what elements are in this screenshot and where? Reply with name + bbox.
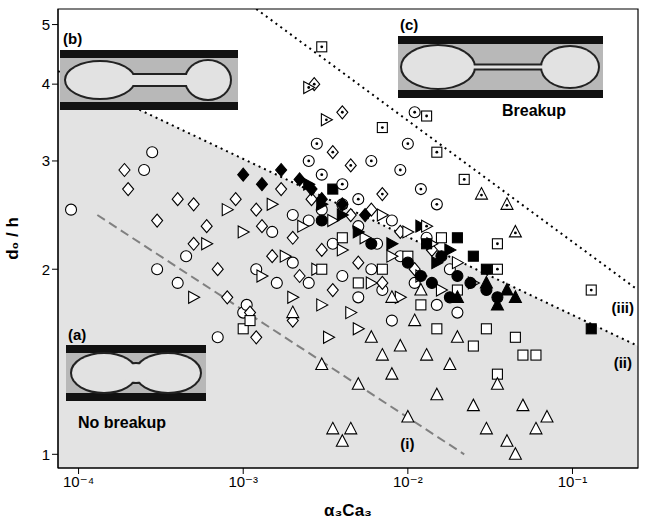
html-text:Breakup: Breakup bbox=[502, 102, 566, 119]
svg-text:5: 5 bbox=[42, 16, 50, 33]
svg-text:α₃Ca₃: α₃Ca₃ bbox=[324, 501, 372, 520]
svg-text:(iii): (iii) bbox=[612, 299, 635, 316]
svg-text:2: 2 bbox=[42, 261, 50, 278]
svg-text:d₀ / h: d₀ / h bbox=[3, 217, 22, 260]
svg-text:10⁻¹: 10⁻¹ bbox=[558, 473, 588, 490]
svg-text:10⁻⁴: 10⁻⁴ bbox=[63, 473, 94, 490]
svg-text:3: 3 bbox=[42, 152, 50, 169]
html-text:No breakup: No breakup bbox=[78, 414, 166, 431]
svg-text:(i): (i) bbox=[400, 435, 414, 452]
svg-text:4: 4 bbox=[42, 75, 50, 92]
svg-text:(ii): (ii) bbox=[614, 354, 632, 371]
svg-text:10⁻³: 10⁻³ bbox=[228, 473, 258, 490]
svg-text:1: 1 bbox=[42, 446, 50, 463]
html-text:(c): (c) bbox=[400, 16, 419, 33]
html-text:(a): (a) bbox=[68, 326, 87, 343]
html-text:(b): (b) bbox=[63, 30, 83, 47]
svg-text:10⁻²: 10⁻² bbox=[393, 473, 423, 490]
